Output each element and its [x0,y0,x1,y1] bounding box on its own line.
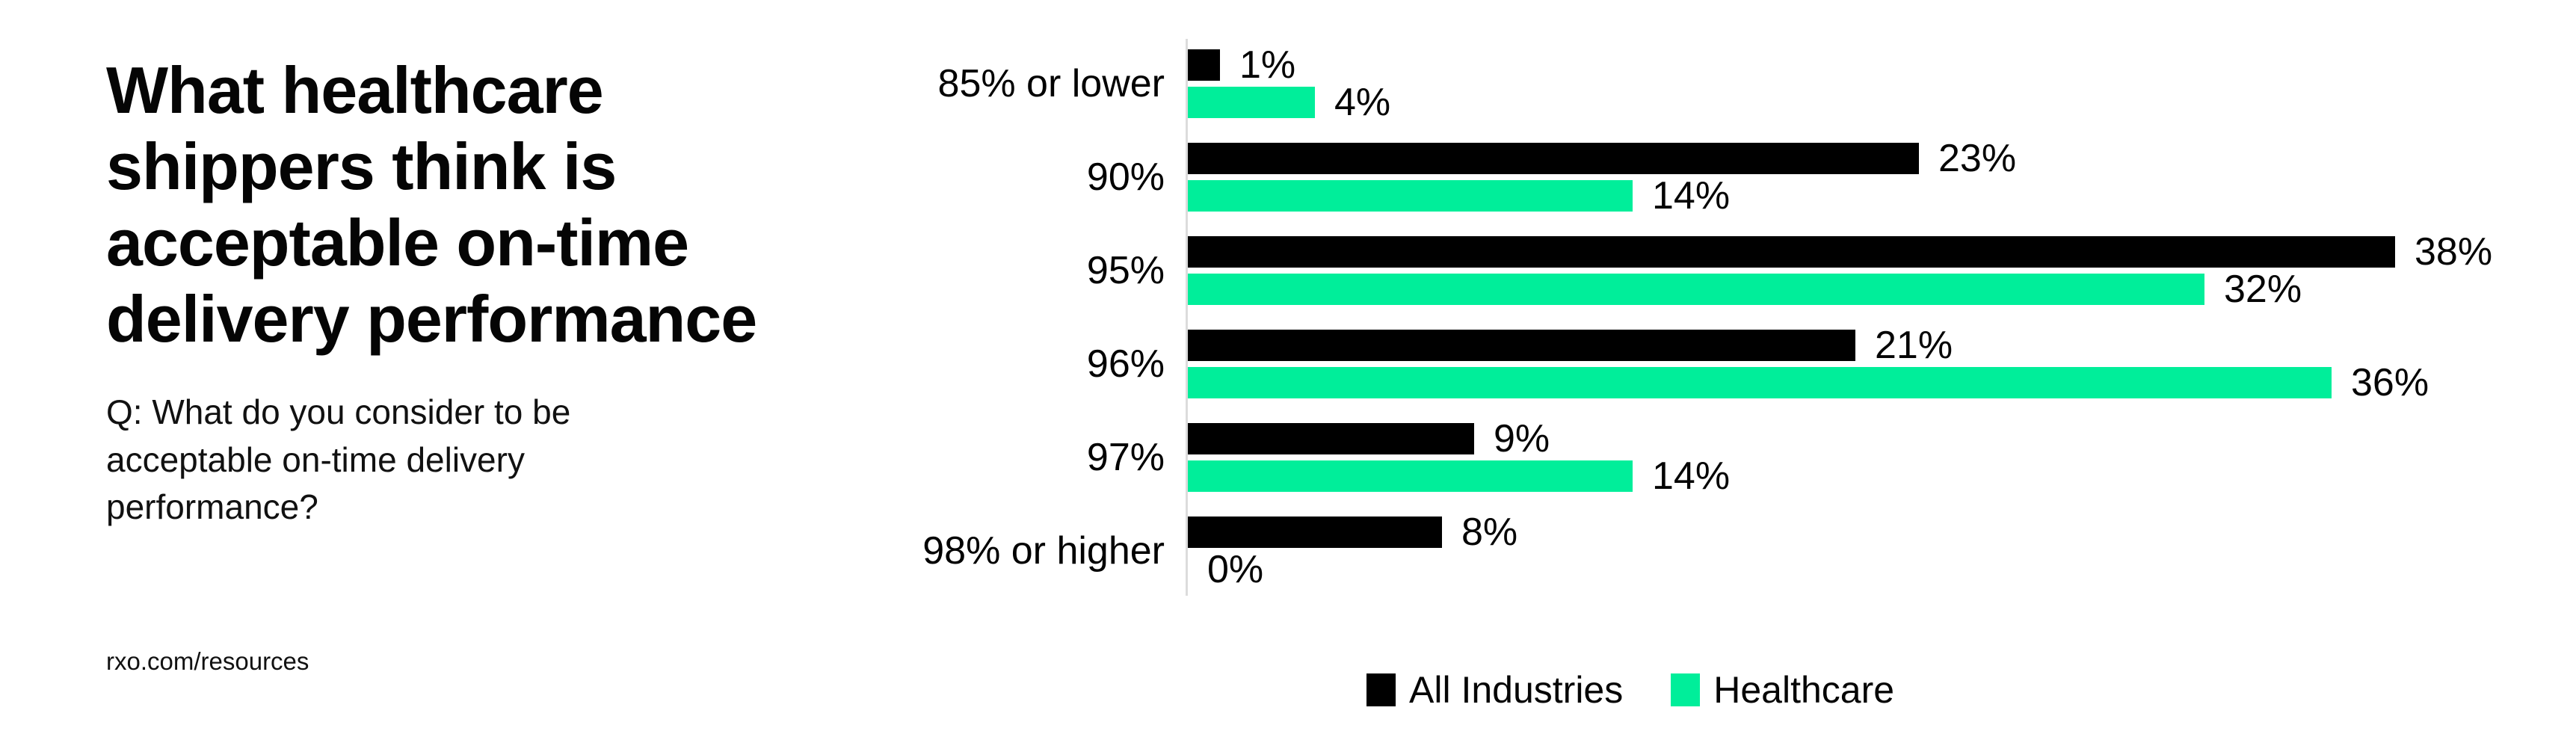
bar-healthcare [1188,180,1633,212]
bar-all-industries [1188,517,1442,548]
footer-link[interactable]: rxo.com/resources [106,647,309,675]
bar-all-industries [1188,236,2395,268]
value-label: 4% [1334,81,1391,124]
category-label: 98% or higher [922,529,1165,573]
category-label: 95% [1086,249,1165,292]
value-label: 14% [1652,454,1731,498]
bar-all-industries [1188,49,1220,81]
category-label: 96% [1086,342,1165,386]
legend-swatch-healthcare [1671,673,1701,706]
value-label: 36% [2351,361,2429,404]
value-label: 23% [1938,137,2017,180]
legend-swatch-all-industries [1366,673,1396,706]
bar-healthcare [1188,460,1633,492]
survey-question: Q: What do you consider to be acceptable… [106,392,571,527]
value-label: 14% [1652,174,1731,218]
bar-all-industries [1188,330,1855,361]
bar-all-industries [1188,143,1919,174]
category-label: 97% [1086,436,1165,479]
y-axis-line [1186,39,1188,596]
legend-label-healthcare: Healthcare [1713,669,1895,711]
bar-healthcare [1188,87,1315,118]
category-label: 85% or lower [937,62,1165,105]
chart-legend: All Industries Healthcare [1366,668,1894,712]
legend-label-all-industries: All Industries [1409,669,1624,711]
bar-healthcare [1188,367,2332,398]
value-label: 9% [1494,417,1550,460]
value-label: 8% [1461,511,1518,554]
page-title: What healthcare shippers think is accept… [106,53,757,357]
bar-all-industries [1188,423,1474,454]
value-label: 38% [2415,230,2493,274]
value-label: 1% [1239,43,1296,87]
legend-item-healthcare: Healthcare [1671,668,1894,712]
value-label: 0% [1207,548,1264,591]
legend-item-all-industries: All Industries [1366,668,1623,712]
bar-healthcare [1188,274,2204,305]
category-label: 90% [1086,155,1165,199]
value-label: 32% [2224,268,2302,311]
value-label: 21% [1875,324,1953,367]
intro-panel: What healthcare shippers think is accept… [106,52,816,531]
